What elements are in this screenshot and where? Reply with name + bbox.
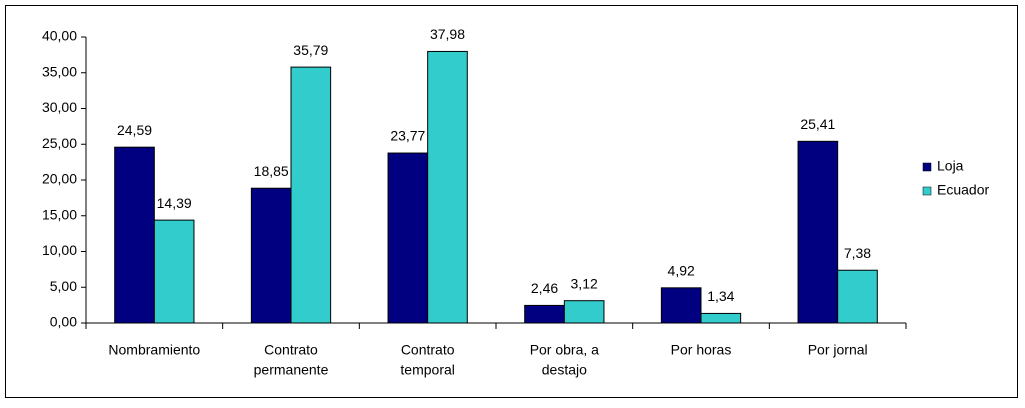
value-label: 7,38 <box>844 245 871 261</box>
bar <box>837 269 878 324</box>
chart-border <box>5 5 1018 398</box>
y-tick-label: 10,00 <box>42 242 77 258</box>
bar <box>387 152 429 324</box>
y-tick-label: 35,00 <box>42 63 77 79</box>
bar <box>524 304 565 324</box>
x-tick-label: Contrato <box>401 342 455 358</box>
value-label: 4,92 <box>668 263 695 279</box>
legend-swatch <box>922 186 932 196</box>
bar <box>563 300 605 324</box>
value-label: 18,85 <box>254 163 289 179</box>
y-tick-label: 15,00 <box>42 206 77 222</box>
bar <box>250 187 292 324</box>
legend-label: Loja <box>937 158 964 174</box>
y-tick-label: 30,00 <box>42 99 77 115</box>
value-label: 2,46 <box>531 280 558 296</box>
x-tick-label: destajo <box>542 362 587 378</box>
value-label: 35,79 <box>293 42 328 58</box>
y-tick-label: 20,00 <box>42 171 77 187</box>
y-tick-label: 25,00 <box>42 135 77 151</box>
x-tick-label: Por horas <box>671 342 732 358</box>
bar <box>700 312 742 324</box>
y-tick-label: 0,00 <box>50 314 77 330</box>
value-label: 25,41 <box>800 116 835 132</box>
x-tick-label: Nombramiento <box>108 342 200 358</box>
bar <box>797 140 839 324</box>
x-tick-label: Contrato <box>264 342 318 358</box>
bar <box>427 50 468 324</box>
value-label: 24,59 <box>117 122 152 138</box>
legend-label: Ecuador <box>937 182 989 198</box>
value-label: 14,39 <box>157 195 192 211</box>
value-label: 37,98 <box>430 26 465 42</box>
x-tick-label: permanente <box>254 362 329 378</box>
x-tick-label: Por obra, a <box>530 342 599 358</box>
y-tick-label: 5,00 <box>50 278 77 294</box>
bar <box>114 146 155 324</box>
x-tick-label: temporal <box>400 362 454 378</box>
value-label: 1,34 <box>707 288 734 304</box>
x-tick-label: Por jornal <box>808 342 868 358</box>
value-label: 23,77 <box>390 128 425 144</box>
bar <box>290 66 332 324</box>
bar <box>153 219 195 324</box>
y-tick-label: 40,00 <box>42 28 77 44</box>
bar <box>660 287 702 324</box>
legend-swatch <box>922 162 932 172</box>
value-label: 3,12 <box>571 275 598 291</box>
